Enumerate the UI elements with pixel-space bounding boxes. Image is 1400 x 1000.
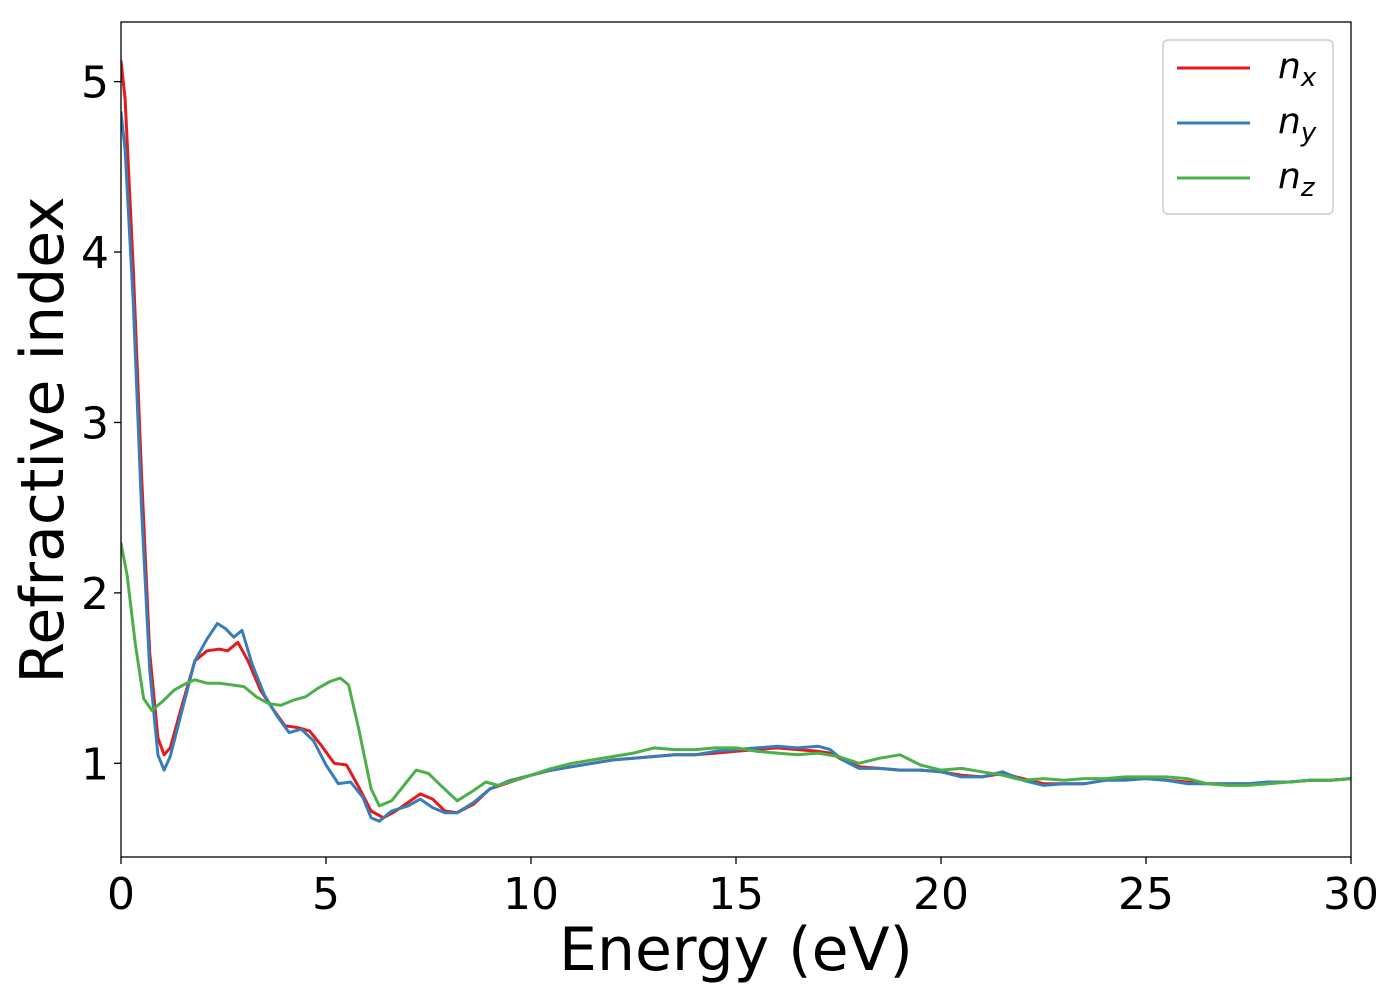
legend-box: [1162, 39, 1334, 215]
series-line-ny: [121, 110, 1351, 823]
x-tick-label: 5: [312, 869, 340, 920]
x-tick-label: 25: [1118, 869, 1174, 920]
y-tick-label: 3: [81, 398, 109, 449]
plot-area: [121, 22, 1351, 857]
x-tick-label: 15: [708, 869, 764, 920]
y-tick-label: 1: [81, 739, 109, 790]
y-tick-label: 5: [81, 58, 109, 109]
x-tick-label: 10: [503, 869, 559, 920]
x-axis-label: Energy (eV): [559, 915, 913, 985]
x-tick-label: 0: [107, 869, 135, 920]
y-tick-label: 4: [81, 228, 109, 279]
y-axis-label: Refractive index: [8, 196, 78, 683]
series-line-nz: [121, 541, 1351, 808]
x-tick-label: 20: [913, 869, 969, 920]
legend-subscript: x: [1300, 63, 1317, 93]
x-axis: 0 5 10 15 20 25 30: [107, 857, 1379, 920]
y-tick-label: 2: [81, 569, 109, 620]
legend-subscript: y: [1300, 118, 1317, 148]
x-tick-label: 30: [1323, 869, 1379, 920]
legend-subscript: z: [1300, 173, 1316, 203]
y-axis: 1 2 3 4 5: [81, 58, 121, 790]
series-layer: [121, 59, 1351, 823]
